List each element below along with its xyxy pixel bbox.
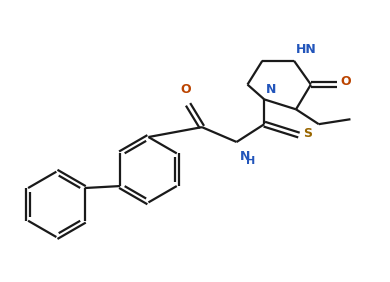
Text: O: O — [181, 83, 191, 96]
Text: HN: HN — [296, 43, 317, 56]
Text: O: O — [340, 75, 351, 88]
Text: N: N — [239, 150, 250, 163]
Text: S: S — [303, 127, 312, 140]
Text: H: H — [246, 156, 256, 166]
Text: N: N — [266, 83, 277, 96]
